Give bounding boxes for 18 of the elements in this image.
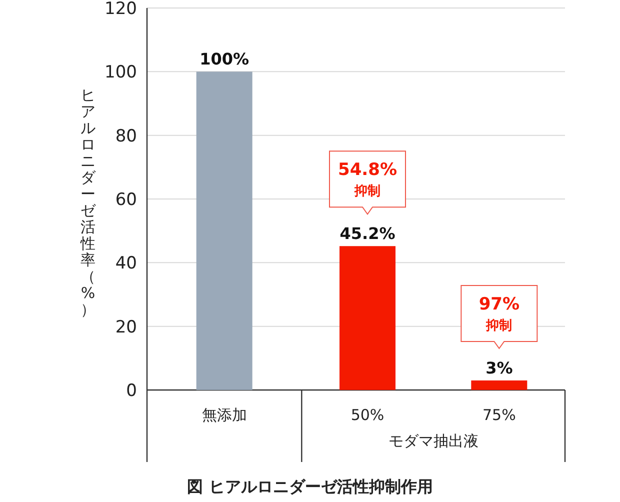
- y-tick-label: 0: [126, 381, 137, 401]
- y-tick-label: 40: [115, 254, 137, 274]
- data-label: 45.2%: [340, 224, 396, 244]
- y-tick-label: 80: [115, 126, 137, 146]
- x-tick-label: 無添加: [202, 406, 247, 424]
- data-label: 3%: [486, 358, 513, 378]
- x-axis-title: モダマ抽出液: [388, 432, 478, 450]
- y-tick-label: 20: [115, 317, 137, 338]
- annotation: 54.8% 抑制: [338, 160, 397, 200]
- text: ヒアルロニダーゼ活性率（%）: [80, 86, 96, 318]
- x-tick-label: 75%: [482, 406, 516, 424]
- y-tick-label: 60: [115, 190, 137, 210]
- y-tick-label: 120: [104, 0, 137, 19]
- data-label: 100%: [200, 50, 250, 69]
- text: 図 ヒアルロニダーゼ活性抑制作用: [187, 477, 433, 496]
- y-tick-label: 100: [104, 62, 137, 83]
- x-tick-label: 50%: [350, 406, 384, 424]
- annotation: 97% 抑制: [478, 294, 520, 334]
